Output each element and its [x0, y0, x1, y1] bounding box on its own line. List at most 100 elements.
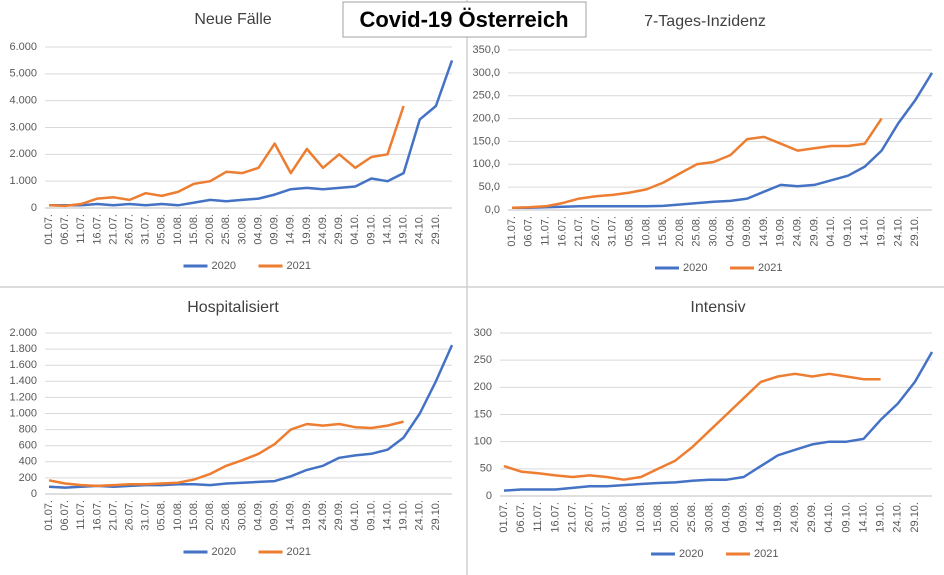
x-tick-label: 30.08.: [708, 216, 720, 247]
x-tick-label: 16.07.: [549, 502, 561, 533]
x-tick-label: 06.07.: [515, 502, 527, 533]
x-tick-label: 24.10.: [414, 214, 426, 245]
x-tick-label: 19.09.: [301, 214, 313, 245]
y-tick-label: 1.200: [9, 391, 37, 403]
x-tick-label: 05.08.: [156, 214, 168, 245]
x-tick-label: 21.07.: [566, 502, 578, 533]
x-tick-label: 06.07.: [59, 500, 71, 531]
x-tick-label: 31.07.: [601, 502, 613, 533]
chart-title: 7-Tages-Inzidenz: [644, 13, 766, 30]
x-tick-label: 24.09.: [789, 502, 801, 533]
x-tick-label: 25.08.: [691, 216, 703, 247]
x-tick-label: 04.09.: [252, 214, 264, 245]
y-tick-label: 350,0: [472, 44, 500, 56]
x-tick-label: 24.09.: [317, 214, 329, 245]
chart-title: Neue Fälle: [194, 11, 271, 28]
y-tick-label: 200: [19, 472, 37, 484]
y-tick-label: 200,0: [472, 112, 500, 124]
x-tick-label: 19.10.: [875, 502, 887, 533]
x-tick-label: 19.09.: [772, 502, 784, 533]
x-tick-label: 19.10.: [398, 500, 410, 531]
x-tick-label: 14.09.: [755, 502, 767, 533]
x-tick-label: 16.07.: [556, 216, 568, 247]
x-tick-label: 29.10.: [909, 502, 921, 533]
x-tick-label: 19.10.: [876, 216, 888, 247]
x-tick-label: 20.08.: [204, 500, 216, 531]
y-tick-label: 2.000: [9, 327, 37, 339]
x-tick-label: 21.07.: [573, 216, 585, 247]
x-tick-label: 15.08.: [188, 500, 200, 531]
legend-label: 2021: [758, 262, 782, 274]
x-tick-label: 10.08.: [172, 214, 184, 245]
legend-label: 2020: [212, 546, 236, 558]
x-tick-label: 09.09.: [269, 500, 281, 531]
y-tick-label: 300,0: [472, 67, 500, 79]
x-tick-label: 24.10.: [414, 500, 426, 531]
x-tick-label: 26.07.: [584, 502, 596, 533]
x-tick-label: 26.07.: [124, 500, 136, 531]
y-tick-label: 1.400: [9, 375, 37, 387]
x-tick-label: 29.09.: [333, 500, 345, 531]
y-tick-label: 200: [474, 381, 492, 393]
y-tick-label: 250: [474, 354, 492, 366]
x-tick-label: 10.08.: [635, 502, 647, 533]
x-tick-label: 15.08.: [657, 216, 669, 247]
x-tick-label: 29.10.: [430, 214, 442, 245]
x-tick-label: 09.09.: [269, 214, 281, 245]
chart-title: Hospitalisiert: [187, 299, 279, 316]
x-tick-label: 05.08.: [618, 502, 630, 533]
title-box: [342, 1, 587, 38]
legend-label: 2021: [287, 260, 311, 272]
y-tick-label: 3.000: [9, 121, 37, 133]
x-tick-label: 11.07.: [532, 502, 544, 532]
x-tick-label: 09.10.: [840, 502, 852, 533]
x-tick-label: 29.10.: [909, 216, 921, 247]
x-tick-label: 29.09.: [333, 214, 345, 245]
x-tick-label: 14.10.: [381, 500, 393, 531]
x-tick-label: 04.09.: [720, 502, 732, 533]
y-tick-label: 2.000: [9, 148, 37, 160]
x-tick-label: 09.10.: [365, 214, 377, 245]
x-tick-label: 31.07.: [607, 216, 619, 247]
x-tick-label: 16.07.: [91, 500, 103, 531]
x-tick-label: 04.10.: [349, 214, 361, 245]
x-tick-label: 25.08.: [686, 502, 698, 533]
x-tick-label: 09.10.: [842, 216, 854, 247]
legend-label: 2021: [754, 548, 778, 560]
y-tick-label: 1.800: [9, 343, 37, 355]
y-tick-label: 1.000: [9, 175, 37, 187]
line-series: [48, 105, 405, 208]
y-tick-label: 1.000: [9, 407, 37, 419]
y-tick-label: 6.000: [9, 41, 37, 53]
y-tick-label: 50,0: [479, 181, 500, 193]
line-series: [503, 372, 881, 481]
x-tick-label: 01.07.: [43, 214, 55, 245]
x-tick-label: 11.07.: [540, 216, 552, 246]
x-tick-label: 14.09.: [285, 214, 297, 245]
y-tick-label: 4.000: [9, 95, 37, 107]
x-tick-label: 30.08.: [236, 500, 248, 531]
x-tick-label: 24.10.: [892, 216, 904, 247]
x-tick-label: 20.08.: [674, 216, 686, 247]
y-tick-label: 150,0: [472, 135, 500, 147]
y-tick-label: 1.600: [9, 359, 37, 371]
x-tick-label: 01.07.: [506, 216, 518, 247]
x-tick-label: 15.08.: [652, 502, 664, 533]
x-tick-label: 06.07.: [59, 214, 71, 245]
x-tick-label: 21.07.: [107, 500, 119, 531]
x-tick-label: 19.09.: [301, 500, 313, 531]
x-tick-label: 09.10.: [365, 500, 377, 531]
x-tick-label: 11.07.: [75, 214, 87, 244]
x-tick-label: 15.08.: [188, 214, 200, 245]
x-tick-label: 16.07.: [91, 214, 103, 245]
x-tick-label: 24.09.: [792, 216, 804, 247]
y-tick-label: 400: [19, 456, 37, 468]
x-tick-label: 24.10.: [892, 502, 904, 533]
x-tick-label: 25.08.: [220, 214, 232, 245]
main-title: Covid-19 Österreich: [359, 7, 568, 32]
x-tick-label: 09.09.: [741, 216, 753, 247]
x-tick-label: 19.09.: [775, 216, 787, 247]
x-tick-label: 14.09.: [758, 216, 770, 247]
legend-label: 2021: [287, 546, 311, 558]
